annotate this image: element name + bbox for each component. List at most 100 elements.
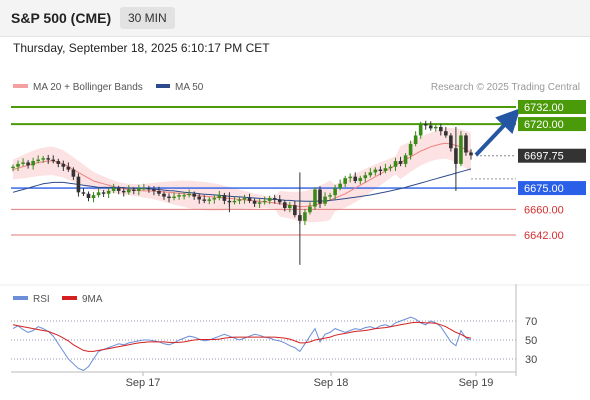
level-label-6675-00-bg: [518, 181, 586, 196]
rsi-level-label-70: 70: [525, 316, 537, 328]
candle-body: [76, 176, 81, 193]
candle-body: [383, 168, 388, 171]
candle-body: [126, 189, 131, 193]
candle-body: [202, 199, 207, 201]
candle-body: [413, 135, 418, 144]
candle-body: [46, 158, 51, 160]
candle-body: [348, 176, 353, 179]
rsi-ma-legend-label: 9MA: [82, 294, 103, 305]
copyright-label: Research © 2025 Trading Central: [431, 82, 580, 93]
x-axis: Sep 17 Sep 18 Sep 19: [126, 372, 494, 389]
candle-body: [26, 162, 30, 166]
level-label-6697-75: 6697.75: [524, 151, 564, 163]
candle-body: [433, 126, 438, 129]
candle-body: [262, 200, 267, 203]
candle-body: [449, 135, 453, 149]
candle-body: [237, 199, 242, 201]
candle-body: [51, 159, 56, 162]
candle-body: [343, 178, 347, 184]
x-tick-label: Sep 19: [459, 377, 494, 389]
candle-body: [81, 192, 86, 194]
candle-body: [313, 189, 317, 207]
candle-body: [318, 189, 322, 204]
candle-body: [363, 175, 368, 179]
candle-body: [418, 124, 423, 136]
candle-body: [378, 169, 383, 171]
candle-body: [247, 198, 252, 201]
candle-body: [459, 135, 463, 164]
candle-body: [121, 190, 126, 193]
candle-body: [252, 200, 257, 204]
candle-body: [282, 202, 287, 208]
candle-body: [11, 166, 15, 169]
candle-body: [192, 193, 196, 197]
candle-body: [137, 188, 141, 191]
candle-body: [393, 161, 398, 167]
candle-body: [167, 196, 171, 199]
candle-body: [328, 195, 332, 197]
rsi-line: [12, 316, 472, 371]
candle-body: [444, 131, 448, 136]
chart-header: S&P 500 (CME) 30 MIN: [0, 0, 590, 37]
candle-body: [66, 166, 71, 170]
candles: [11, 120, 473, 265]
candle-body: [187, 193, 191, 196]
candle-body: [111, 188, 116, 191]
candle-body: [212, 198, 217, 200]
bollinger-band: [13, 127, 471, 223]
candle-body: [91, 195, 96, 199]
rsi-level-label-50: 50: [525, 335, 537, 347]
ma50-line: [12, 168, 472, 202]
candle-body: [277, 199, 282, 203]
rsi-legend-label: RSI: [33, 294, 50, 305]
candle-body: [303, 212, 307, 221]
candle-body: [31, 161, 35, 166]
candle-body: [157, 190, 161, 194]
candle-body: [172, 196, 176, 199]
level-labels: 6732.00 6720.00 6697.75 6675.00 6660.00 6642.…: [518, 100, 586, 242]
timeframe-badge[interactable]: 30 MIN: [120, 7, 175, 29]
candle-body: [101, 192, 106, 194]
candle-body: [368, 172, 373, 176]
candle-body: [86, 193, 91, 199]
level-label-6732-00-bg: [518, 100, 586, 114]
level-label-6675-00: 6675.00: [524, 183, 564, 195]
candle-body: [293, 205, 297, 216]
ma50-legend-label: MA 50: [175, 82, 204, 93]
candle-body: [323, 196, 327, 204]
candle-body: [373, 169, 378, 173]
rsi-level-label-30: 30: [525, 354, 537, 366]
candle-body: [403, 155, 408, 164]
candle-body: [428, 125, 433, 129]
candle-body: [353, 176, 358, 181]
candle-body: [147, 188, 151, 190]
candle-body: [197, 196, 202, 200]
candle-body: [36, 159, 40, 162]
candle-body: [182, 195, 186, 197]
rsi-ma-line: [12, 321, 472, 352]
candle-body: [131, 189, 136, 191]
x-tick-label: Sep 18: [314, 377, 349, 389]
level-label-6720-00: 6720.00: [524, 119, 564, 131]
candle-body: [333, 188, 337, 196]
candle-body: [408, 143, 413, 156]
candle-body: [272, 198, 277, 200]
candle-body: [257, 202, 262, 204]
candle-body: [217, 195, 222, 199]
level-label-6697-75-bg: [518, 148, 586, 163]
bollinger-band-area: [13, 127, 471, 223]
candle-body: [308, 206, 312, 213]
candle-body: [41, 158, 45, 160]
candle-body: [388, 166, 393, 169]
candle-body: [96, 192, 101, 196]
candle-body: [469, 152, 473, 156]
candle-body: [142, 188, 146, 190]
candle-body: [207, 199, 212, 201]
x-tick-label: Sep 17: [126, 377, 161, 389]
candle-body: [242, 198, 247, 200]
candle-body: [398, 161, 403, 164]
candle-body: [222, 195, 227, 201]
candle-body: [61, 163, 66, 167]
candle-body: [267, 198, 272, 201]
candle-body: [439, 126, 443, 132]
